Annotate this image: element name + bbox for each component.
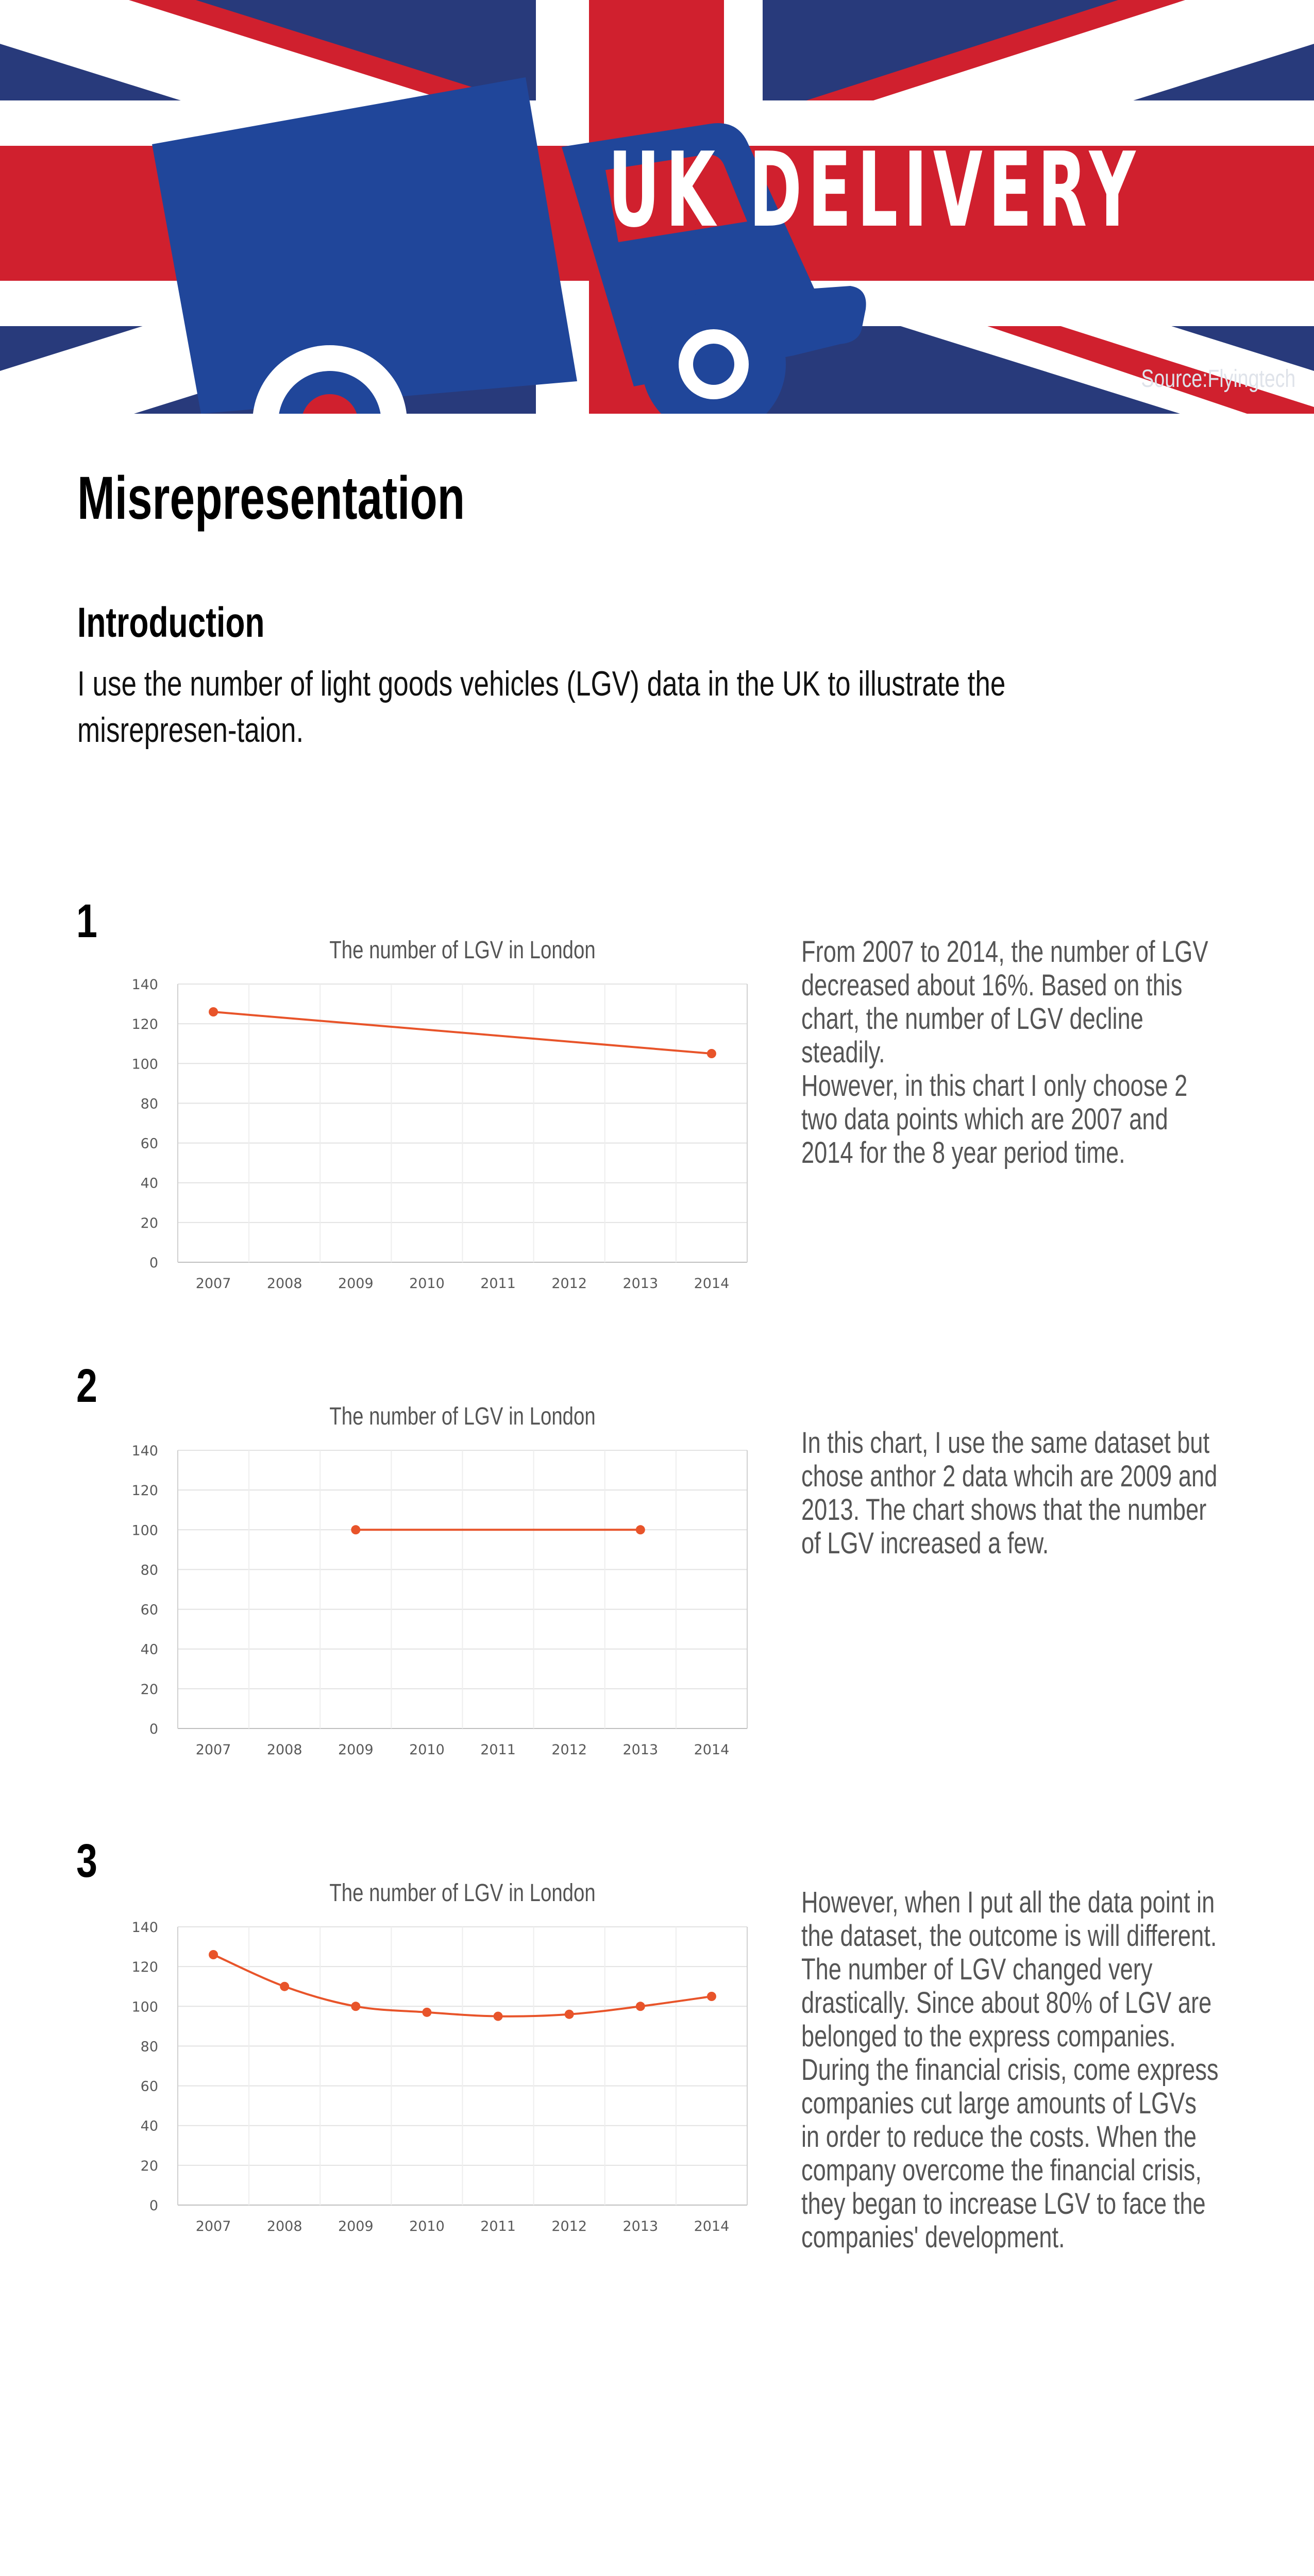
truck-wheel-rear-inner <box>279 371 381 414</box>
section-1-paragraph-1: From 2007 to 2014, the number of LGV dec… <box>801 935 1208 1069</box>
data-point <box>280 1981 290 1991</box>
x-tick-label: 2008 <box>267 1742 302 1758</box>
y-tick-label: 40 <box>141 1176 158 1192</box>
chart-3: The number of LGV in London 0 20 40 60 80 100 1… <box>113 1870 768 2246</box>
data-point <box>635 2002 645 2011</box>
data-point <box>706 1992 716 2001</box>
truck-cargo-box <box>152 77 577 414</box>
x-tick-label: 2013 <box>622 2218 658 2234</box>
x-tick-label: 2010 <box>409 1276 445 1292</box>
chart-title: The number of LGV in London <box>329 1403 595 1430</box>
section-3-description: However, when I put all the data point i… <box>801 1886 1219 2254</box>
chart-2: The number of LGV in London 0 20 40 60 80 100 1… <box>113 1394 768 1770</box>
y-tick-label: 80 <box>141 1562 158 1578</box>
x-tick-label: 2012 <box>551 2218 587 2234</box>
y-tick-label: 20 <box>141 1682 158 1698</box>
x-tick-label: 2013 <box>622 1276 658 1292</box>
truck-wheel-front-hub <box>693 344 734 385</box>
y-tick-label: 100 <box>131 1999 158 2015</box>
chart-1-svg: The number of LGV in London 0 20 40 60 80 100 1… <box>131 937 748 1292</box>
y-tick-label: 40 <box>141 2119 158 2134</box>
truck-window <box>605 154 747 242</box>
union-flag-illustration <box>0 0 1314 414</box>
data-point <box>209 1007 218 1016</box>
y-tick-label: 20 <box>141 1215 158 1231</box>
y-tick-label: 40 <box>141 1642 158 1658</box>
y-tick-label: 60 <box>141 2079 158 2095</box>
y-tick-label: 140 <box>131 1443 158 1459</box>
banner-source: Source:Flyingtech <box>1141 365 1295 393</box>
chart-1: The number of LGV in London 0 20 40 60 80 100 1… <box>113 927 768 1303</box>
x-tick-label: 2014 <box>694 2218 730 2234</box>
section-2-paragraph-1: In this chart, I use the same dataset bu… <box>801 1426 1218 1560</box>
x-tick-label: 2009 <box>338 1742 374 1758</box>
x-tick-label: 2014 <box>694 1276 730 1292</box>
data-point <box>706 1049 716 1058</box>
series-line <box>213 1011 712 1055</box>
y-tick-label: 140 <box>131 977 158 993</box>
data-point <box>209 1950 218 1959</box>
y-tick-label: 0 <box>149 2198 158 2214</box>
x-tick-label: 2007 <box>196 1742 231 1758</box>
x-tick-label: 2010 <box>409 2218 445 2234</box>
x-tick-label: 2011 <box>480 1276 516 1292</box>
page-title: Misrepresentation <box>77 464 465 532</box>
y-tick-label: 120 <box>131 1483 158 1499</box>
y-tick-label: 0 <box>149 1721 158 1737</box>
x-tick-label: 2010 <box>409 1742 445 1758</box>
chart-title: The number of LGV in London <box>329 937 595 964</box>
data-point <box>351 2002 361 2011</box>
section-3-paragraph-1: However, when I put all the data point i… <box>801 1886 1219 2254</box>
y-tick-label: 100 <box>131 1522 158 1538</box>
section-1-paragraph-2: However, in this chart I only choose 2 t… <box>801 1069 1188 1170</box>
chart-2-svg: The number of LGV in London 0 20 40 60 80 100 1… <box>131 1403 748 1758</box>
data-point <box>351 1525 361 1535</box>
section-number-2: 2 <box>76 1360 97 1412</box>
banner-title: UK DELIVERY <box>608 130 1141 250</box>
x-tick-label: 2007 <box>196 2218 231 2234</box>
chart-title: The number of LGV in London <box>329 1879 595 1907</box>
section-2-description: In this chart, I use the same dataset bu… <box>801 1426 1219 1560</box>
chart-3-svg: The number of LGV in London 0 20 40 60 80 100 1… <box>131 1879 748 2234</box>
x-tick-label: 2008 <box>267 2218 302 2234</box>
y-tick-label: 100 <box>131 1056 158 1072</box>
data-point <box>422 2007 432 2017</box>
y-tick-label: 80 <box>141 2039 158 2055</box>
x-tick-label: 2008 <box>267 1276 302 1292</box>
introduction-text: I use the number of light goods vehicles… <box>77 664 1006 750</box>
x-tick-label: 2009 <box>338 1276 374 1292</box>
x-tick-label: 2009 <box>338 2218 374 2234</box>
y-tick-label: 20 <box>141 2158 158 2174</box>
y-tick-label: 0 <box>149 1255 158 1271</box>
x-tick-label: 2012 <box>551 1742 587 1758</box>
x-tick-label: 2011 <box>480 1742 516 1758</box>
y-tick-label: 80 <box>141 1096 158 1112</box>
banner: UK DELIVERY Source:Flyingtech <box>0 0 1314 414</box>
y-tick-label: 120 <box>131 1959 158 1975</box>
x-tick-label: 2007 <box>196 1276 231 1292</box>
data-point <box>493 2011 503 2021</box>
data-point <box>635 1525 645 1535</box>
x-tick-label: 2012 <box>551 1276 587 1292</box>
section-number-3: 3 <box>76 1835 97 1887</box>
section-number-1: 1 <box>76 895 97 947</box>
y-tick-label: 120 <box>131 1016 158 1032</box>
x-tick-label: 2014 <box>694 1742 730 1758</box>
y-tick-label: 60 <box>141 1602 158 1618</box>
x-tick-label: 2013 <box>622 1742 658 1758</box>
introduction-heading: Introduction <box>77 599 265 646</box>
x-tick-label: 2011 <box>480 2218 516 2234</box>
y-tick-label: 60 <box>141 1136 158 1152</box>
data-point <box>564 2009 574 2019</box>
truck-wheel-rear-hub <box>302 394 357 414</box>
y-tick-label: 140 <box>131 1920 158 1936</box>
section-1-description: From 2007 to 2014, the number of LGV dec… <box>801 935 1219 1170</box>
